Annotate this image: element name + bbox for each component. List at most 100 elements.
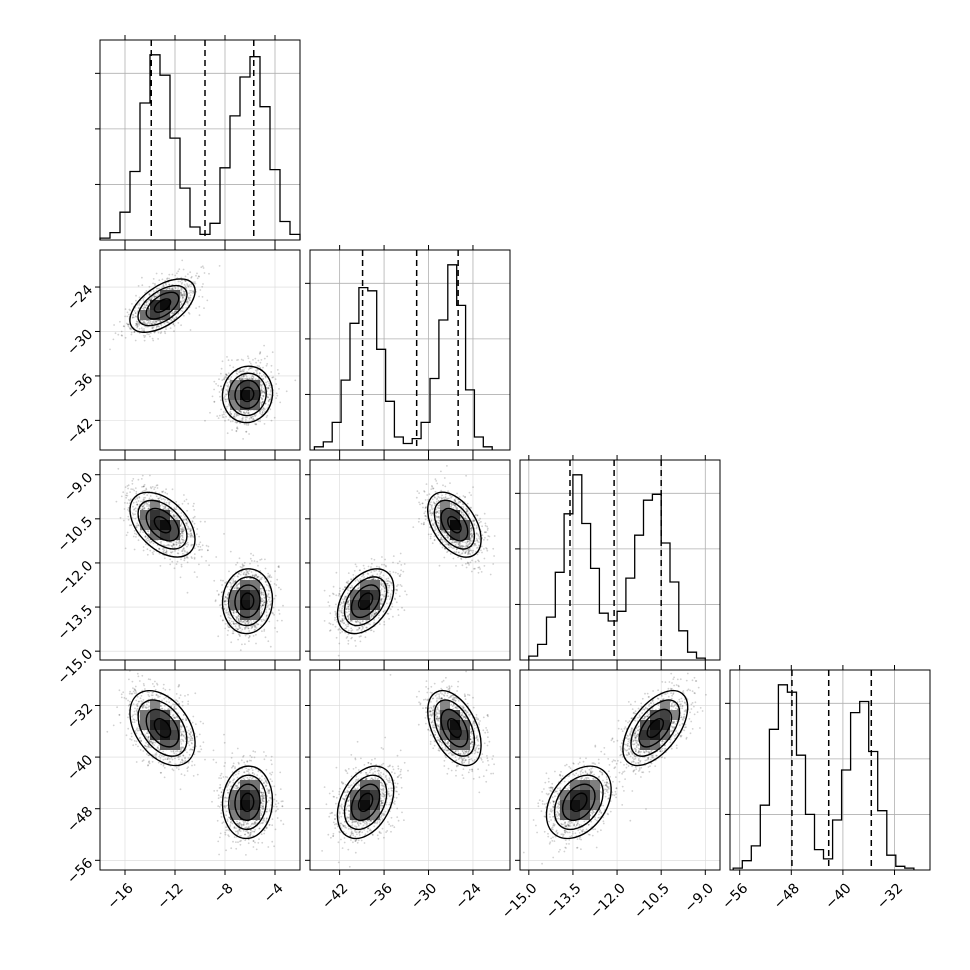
density-cell: [170, 290, 180, 300]
sample-point: [170, 509, 173, 512]
sample-point: [167, 507, 170, 510]
sample-point: [269, 600, 271, 603]
contour-line: [145, 291, 180, 320]
sample-point: [135, 510, 137, 512]
sample-point: [240, 370, 242, 373]
sample-point: [180, 558, 182, 561]
sample-point: [184, 295, 187, 297]
sample-point: [166, 492, 169, 495]
sample-point: [226, 611, 229, 614]
sample-point: [244, 643, 246, 645]
sample-point: [226, 585, 229, 588]
sample-point: [165, 550, 168, 553]
sample-point: [255, 622, 258, 625]
sample-point: [237, 583, 240, 585]
sample-point: [201, 265, 204, 268]
sample-point: [415, 496, 418, 499]
sample-point: [119, 320, 121, 323]
sample-point: [145, 323, 148, 325]
sample-point: [175, 316, 178, 319]
sample-point: [224, 623, 227, 625]
sample-point: [163, 285, 165, 287]
sample-point: [161, 278, 164, 281]
sample-point: [176, 272, 178, 275]
sample-point: [198, 305, 201, 308]
sample-point: [431, 504, 433, 506]
sample-point: [186, 541, 189, 544]
sample-point: [260, 359, 263, 361]
sample-point: [164, 552, 167, 554]
contour-line: [137, 499, 188, 550]
sample-point: [187, 311, 190, 314]
sample-point: [464, 546, 467, 548]
sample-point: [151, 498, 154, 501]
sample-point: [250, 627, 253, 630]
sample-point: [245, 430, 248, 433]
sample-point: [262, 602, 265, 605]
sample-point: [226, 405, 229, 408]
sample-point: [242, 418, 244, 420]
sample-point: [162, 497, 165, 500]
sample-point: [267, 387, 270, 390]
sample-point: [462, 515, 464, 517]
sample-point: [260, 388, 263, 391]
sample-point: [248, 621, 250, 623]
sample-point: [141, 505, 144, 508]
sample-point: [229, 581, 232, 584]
sample-point: [252, 635, 255, 637]
sample-point: [424, 515, 427, 517]
sample-point: [220, 603, 223, 606]
sample-point: [117, 467, 120, 470]
sample-point: [267, 387, 270, 389]
sample-point: [156, 484, 159, 486]
sample-point: [474, 543, 477, 545]
sample-point: [224, 419, 226, 422]
sample-point: [266, 595, 269, 598]
sample-point: [236, 586, 239, 589]
sample-point: [131, 512, 134, 515]
sample-point: [125, 534, 128, 537]
sample-point: [182, 300, 185, 302]
density-cell: [150, 500, 160, 510]
sample-point: [243, 369, 246, 371]
sample-point: [235, 429, 238, 432]
sample-point: [143, 499, 146, 501]
sample-point: [254, 423, 256, 425]
sample-point: [169, 288, 172, 291]
sample-point: [135, 536, 137, 538]
sample-point: [236, 587, 239, 589]
sample-point: [183, 292, 186, 295]
sample-point: [223, 607, 226, 610]
contour-line: [234, 584, 261, 619]
sample-point: [159, 495, 162, 498]
sample-point: [143, 321, 145, 324]
sample-point: [149, 541, 152, 544]
sample-point: [184, 286, 187, 289]
sample-point: [127, 323, 130, 326]
sample-point: [168, 273, 171, 276]
sample-point: [221, 584, 224, 586]
sample-point: [182, 296, 184, 299]
sample-point: [190, 289, 193, 292]
density-cell: [240, 590, 250, 600]
sample-point: [232, 612, 235, 615]
sample-point: [173, 330, 175, 333]
sample-point: [190, 276, 193, 279]
sample-point: [171, 288, 174, 291]
sample-point: [251, 419, 254, 422]
sample-point: [172, 543, 175, 546]
sample-point: [219, 615, 222, 617]
sample-point: [237, 615, 240, 617]
sample-point: [181, 534, 184, 537]
sample-point: [121, 334, 123, 337]
sample-point: [143, 329, 145, 332]
sample-point: [193, 553, 196, 555]
sample-point: [224, 596, 227, 598]
sample-point: [237, 614, 240, 617]
sample-point: [136, 496, 138, 499]
sample-point: [185, 518, 187, 521]
sample-point: [127, 508, 129, 511]
sample-point: [187, 297, 190, 300]
sample-point: [193, 515, 196, 518]
sample-point: [137, 539, 140, 542]
